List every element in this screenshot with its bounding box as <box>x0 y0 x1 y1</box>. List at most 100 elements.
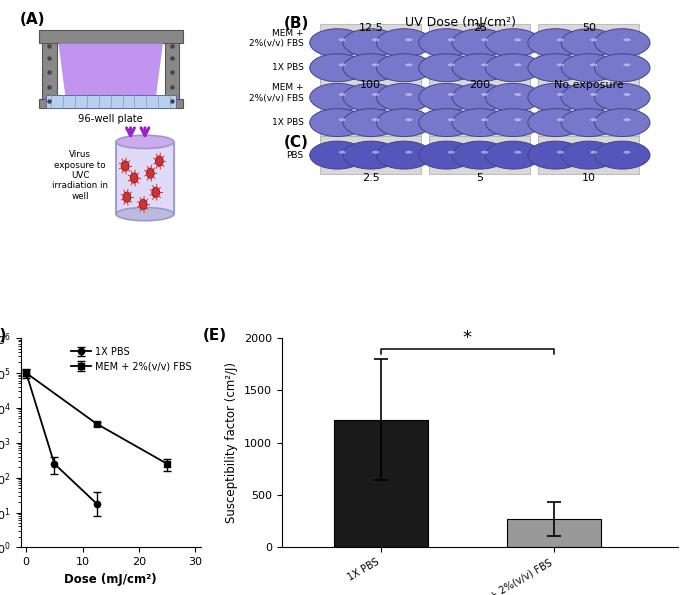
Ellipse shape <box>623 118 631 121</box>
Ellipse shape <box>528 141 584 169</box>
Ellipse shape <box>310 54 365 82</box>
Text: No exposure: No exposure <box>554 80 624 90</box>
Text: (D): (D) <box>0 328 8 343</box>
Circle shape <box>139 199 147 209</box>
Text: UV Dose (mJ/cm²): UV Dose (mJ/cm²) <box>405 16 516 29</box>
Ellipse shape <box>486 83 541 111</box>
Ellipse shape <box>514 93 521 96</box>
FancyBboxPatch shape <box>429 49 530 86</box>
Ellipse shape <box>372 93 379 96</box>
Text: (C): (C) <box>284 135 308 150</box>
Legend: 1X PBS, MEM + 2%(v/v) FBS: 1X PBS, MEM + 2%(v/v) FBS <box>67 343 196 375</box>
Ellipse shape <box>561 109 616 137</box>
Ellipse shape <box>557 93 564 96</box>
Text: 1X PBS: 1X PBS <box>271 118 303 127</box>
Ellipse shape <box>481 151 488 154</box>
Text: MEM +
2%(v/v) FBS: MEM + 2%(v/v) FBS <box>249 29 303 48</box>
Ellipse shape <box>310 141 365 169</box>
FancyBboxPatch shape <box>538 24 640 61</box>
Ellipse shape <box>561 54 616 82</box>
X-axis label: Dose (mJ/cm²): Dose (mJ/cm²) <box>64 572 157 585</box>
FancyBboxPatch shape <box>320 79 421 116</box>
Ellipse shape <box>343 83 399 111</box>
Ellipse shape <box>406 93 412 96</box>
Circle shape <box>130 173 138 183</box>
Circle shape <box>123 192 131 202</box>
Ellipse shape <box>338 38 346 41</box>
Ellipse shape <box>481 64 488 66</box>
Ellipse shape <box>376 54 432 82</box>
Ellipse shape <box>481 38 488 41</box>
Text: 10: 10 <box>582 173 596 183</box>
FancyBboxPatch shape <box>538 49 640 86</box>
Ellipse shape <box>338 151 346 154</box>
Ellipse shape <box>514 118 521 121</box>
Text: 100: 100 <box>360 80 382 90</box>
Text: (A): (A) <box>20 12 45 27</box>
Circle shape <box>155 156 163 166</box>
Ellipse shape <box>343 29 399 57</box>
Bar <box>334 419 428 547</box>
Ellipse shape <box>448 38 455 41</box>
FancyBboxPatch shape <box>320 104 421 141</box>
Bar <box>507 519 601 547</box>
Ellipse shape <box>557 151 564 154</box>
Ellipse shape <box>595 141 650 169</box>
Ellipse shape <box>452 109 508 137</box>
Ellipse shape <box>595 54 650 82</box>
Ellipse shape <box>623 151 631 154</box>
Ellipse shape <box>623 93 631 96</box>
Ellipse shape <box>372 38 379 41</box>
Ellipse shape <box>590 93 597 96</box>
Ellipse shape <box>561 141 616 169</box>
Y-axis label: Susceptibility factor (cm²/J): Susceptibility factor (cm²/J) <box>225 362 238 523</box>
Text: 25: 25 <box>473 23 487 33</box>
Ellipse shape <box>595 29 650 57</box>
Polygon shape <box>58 43 163 98</box>
Ellipse shape <box>310 29 365 57</box>
Ellipse shape <box>514 151 521 154</box>
Ellipse shape <box>376 109 432 137</box>
Ellipse shape <box>514 64 521 66</box>
Ellipse shape <box>528 29 584 57</box>
Ellipse shape <box>419 29 474 57</box>
Ellipse shape <box>623 38 631 41</box>
Text: 1X PBS: 1X PBS <box>271 63 303 72</box>
Text: 200: 200 <box>469 80 490 90</box>
Ellipse shape <box>338 118 346 121</box>
Ellipse shape <box>338 93 346 96</box>
Ellipse shape <box>486 54 541 82</box>
FancyBboxPatch shape <box>320 136 421 174</box>
Ellipse shape <box>561 83 616 111</box>
Text: Virus
exposure to
UVC
irradiation in
well: Virus exposure to UVC irradiation in wel… <box>52 151 108 201</box>
Ellipse shape <box>590 38 597 41</box>
Ellipse shape <box>406 64 412 66</box>
Ellipse shape <box>590 118 597 121</box>
Ellipse shape <box>452 29 508 57</box>
Ellipse shape <box>595 109 650 137</box>
Ellipse shape <box>406 38 412 41</box>
Text: (E): (E) <box>202 328 226 343</box>
FancyBboxPatch shape <box>38 30 183 43</box>
FancyBboxPatch shape <box>46 95 175 108</box>
Ellipse shape <box>343 54 399 82</box>
FancyBboxPatch shape <box>320 24 421 61</box>
Circle shape <box>152 187 160 198</box>
FancyBboxPatch shape <box>429 79 530 116</box>
Ellipse shape <box>372 118 379 121</box>
Text: MEM +
2%(v/v) FBS: MEM + 2%(v/v) FBS <box>249 83 303 103</box>
Circle shape <box>147 168 154 178</box>
FancyBboxPatch shape <box>429 104 530 141</box>
Text: 12.5: 12.5 <box>358 23 383 33</box>
Ellipse shape <box>448 93 455 96</box>
Ellipse shape <box>528 54 584 82</box>
Text: 5: 5 <box>476 173 484 183</box>
FancyBboxPatch shape <box>42 38 57 106</box>
Ellipse shape <box>481 93 488 96</box>
Ellipse shape <box>557 38 564 41</box>
Ellipse shape <box>372 64 379 66</box>
Ellipse shape <box>376 141 432 169</box>
Ellipse shape <box>452 54 508 82</box>
FancyBboxPatch shape <box>538 79 640 116</box>
Text: (B): (B) <box>284 16 309 31</box>
